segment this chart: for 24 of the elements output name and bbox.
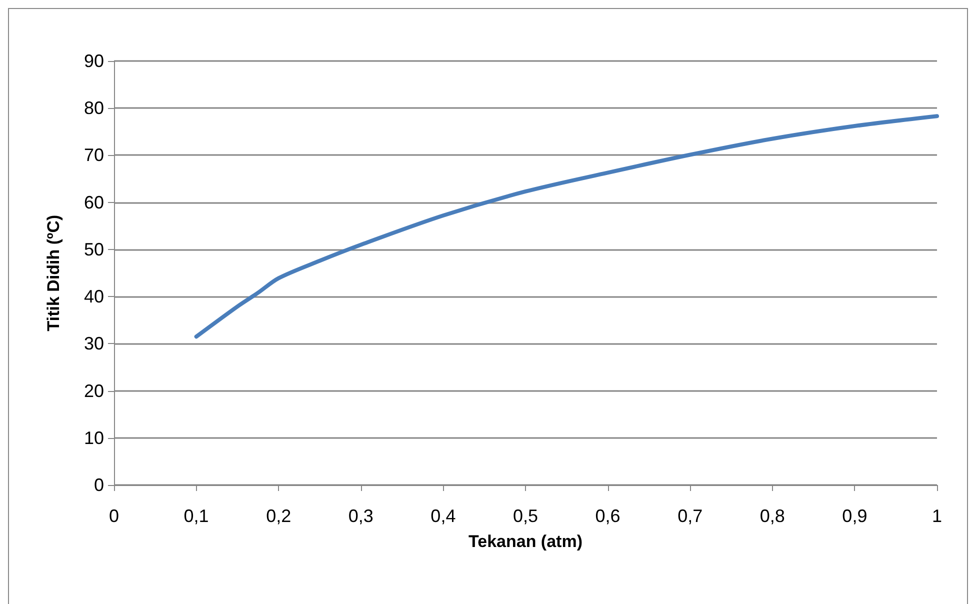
y-tick-label: 80 bbox=[84, 98, 104, 118]
x-tick-label: 0,7 bbox=[678, 506, 703, 526]
x-tick-label: 1 bbox=[932, 506, 942, 526]
y-tick-label: 90 bbox=[84, 51, 104, 71]
y-tick-label: 60 bbox=[84, 192, 104, 212]
x-tick-label: 0,9 bbox=[842, 506, 868, 526]
y-tick-label: 70 bbox=[84, 145, 104, 166]
x-tick-label: 0,5 bbox=[512, 506, 538, 526]
x-tick-label: 0,6 bbox=[595, 506, 620, 526]
y-tick-label: 50 bbox=[84, 239, 104, 260]
y-tick-label: 0 bbox=[94, 475, 104, 495]
x-tick-label: 0 bbox=[108, 506, 120, 526]
x-tick-label: 0,3 bbox=[348, 506, 374, 526]
x-axis-title: Tekanan (atm) bbox=[468, 532, 582, 551]
y-tick-label: 10 bbox=[84, 428, 104, 448]
x-tick-label: 0,2 bbox=[266, 506, 292, 526]
x-tick-label: 0,8 bbox=[760, 506, 785, 526]
y-tick-label: 40 bbox=[84, 286, 104, 307]
y-tick-label: 20 bbox=[84, 380, 104, 401]
x-tick-label: 0,4 bbox=[430, 506, 456, 526]
line-series bbox=[194, 114, 939, 339]
x-tick-label: 0,1 bbox=[184, 506, 209, 526]
y-axis-title: Titik Didih (ºC) bbox=[44, 214, 63, 332]
y-tick-label: 30 bbox=[84, 334, 104, 354]
